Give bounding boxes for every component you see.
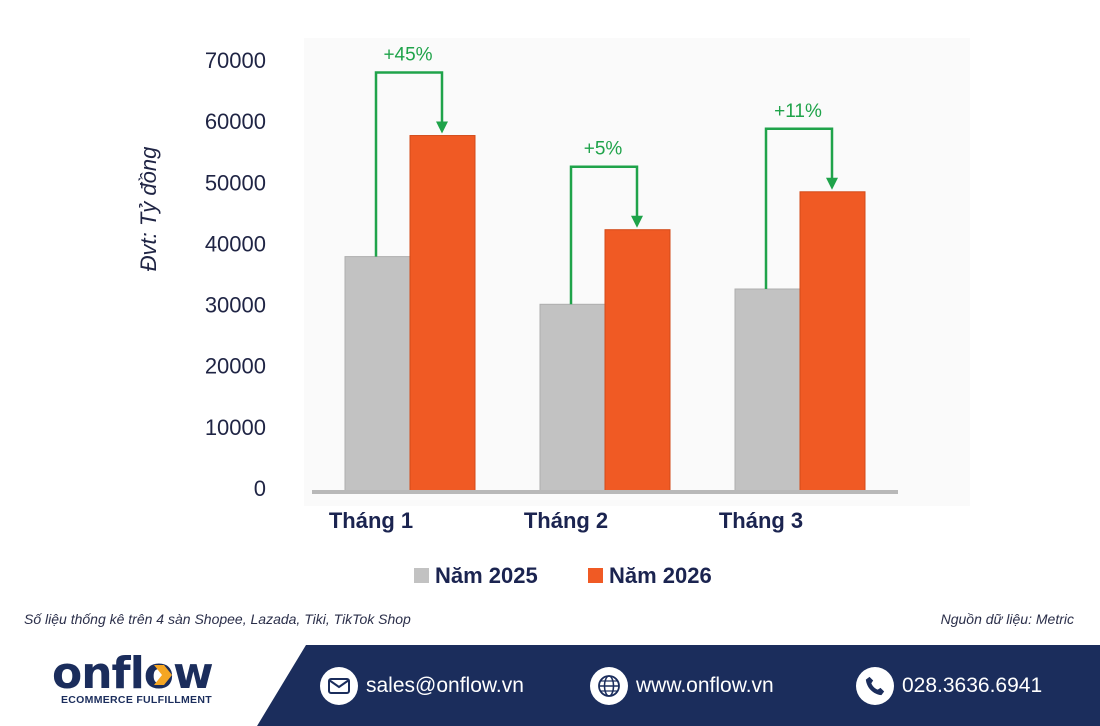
- bars: [344, 135, 866, 493]
- growth-arrow-line: [374, 71, 444, 257]
- phone-icon: [856, 667, 894, 705]
- y-axis-label: Đvt: Tỷ đồng: [136, 146, 161, 271]
- legend-swatch: [414, 568, 429, 583]
- mail-icon: [320, 667, 358, 705]
- growth-label: +5%: [584, 139, 623, 160]
- x-axis-ticks: Tháng 1 Tháng 2 Tháng 3: [329, 508, 803, 533]
- bar-2026: [799, 191, 866, 493]
- logo-tagline: ECOMMERCE FULFILLMENT: [61, 694, 212, 706]
- x-tick-label: Tháng 3: [719, 508, 803, 533]
- y-tick-label: 10000: [205, 415, 266, 440]
- bar-2025: [344, 256, 411, 493]
- y-tick-label: 70000: [205, 48, 266, 73]
- bar-2026: [409, 135, 476, 493]
- y-tick-label: 40000: [205, 231, 266, 256]
- email-text: sales@onflow.vn: [366, 674, 524, 697]
- growth-arrow-line: [569, 165, 639, 305]
- logo-panel: [0, 645, 306, 726]
- growth-arrow-head: [436, 121, 448, 134]
- y-tick-label: 60000: [205, 109, 266, 134]
- logo-chevron-icon: [154, 665, 172, 685]
- y-axis-ticks: 0 10000 20000 30000 40000 50000 60000 70000: [205, 48, 266, 501]
- bar-2025: [539, 303, 606, 493]
- growth-label: +45%: [383, 45, 432, 66]
- website-text: www.onflow.vn: [636, 674, 774, 697]
- globe-icon: [590, 667, 628, 705]
- legend-label: Năm 2025: [435, 563, 538, 588]
- y-tick-label: 30000: [205, 293, 266, 318]
- bar-2025: [734, 288, 801, 493]
- logo-wordmark: onflow: [52, 648, 214, 699]
- contact-website[interactable]: www.onflow.vn: [590, 666, 774, 706]
- legend-label: Năm 2026: [609, 563, 712, 588]
- contact-email[interactable]: sales@onflow.vn: [320, 666, 524, 706]
- growth-arrows: +45% +5% +11%: [374, 45, 838, 305]
- y-tick-label: 20000: [205, 354, 266, 379]
- chart: 0 10000 20000 30000 40000 50000 60000 70000 Đvt…: [136, 44, 898, 588]
- x-tick-label: Tháng 2: [524, 508, 608, 533]
- phone-text: 028.3636.6941: [902, 674, 1043, 697]
- growth-label: +11%: [774, 101, 822, 122]
- growth-arrow-head: [631, 215, 643, 228]
- bar-2026: [604, 229, 671, 493]
- legend: Năm 2025 Năm 2026: [414, 563, 712, 588]
- y-tick-label: 50000: [205, 170, 266, 195]
- legend-swatch: [588, 568, 603, 583]
- growth-arrow-line: [764, 127, 834, 290]
- source-note-left: Số liệu thống kê trên 4 sàn Shopee, Laza…: [24, 611, 411, 627]
- growth-arrow-head: [826, 177, 838, 190]
- x-tick-label: Tháng 1: [329, 508, 413, 533]
- logo-text: onflow: [52, 648, 214, 699]
- y-tick-label: 0: [254, 476, 266, 501]
- contact-phone[interactable]: 028.3636.6941: [856, 666, 1042, 706]
- source-note-right: Nguồn dữ liệu: Metric: [940, 611, 1074, 627]
